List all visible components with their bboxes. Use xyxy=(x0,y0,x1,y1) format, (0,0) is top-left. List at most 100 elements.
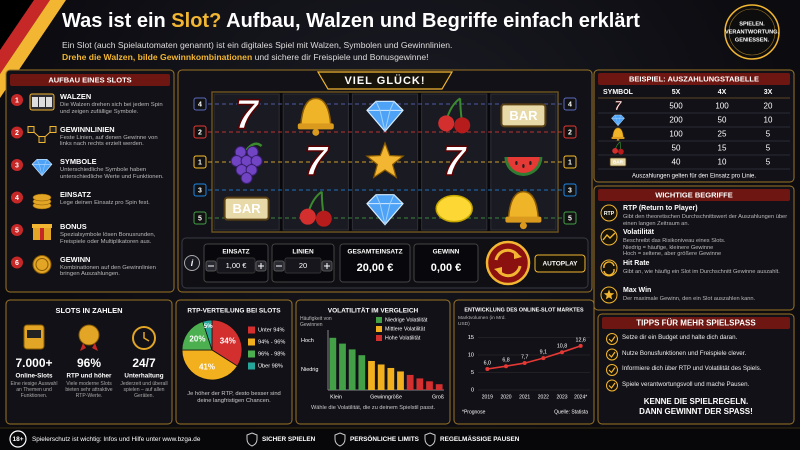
cherry xyxy=(315,210,332,227)
diamond-shape xyxy=(31,158,53,177)
section-title: SLOTS IN ZAHLEN xyxy=(55,306,122,315)
seven-symbol: 7 xyxy=(304,137,329,184)
machine-banner-text: VIEL GLÜCK! xyxy=(344,74,425,87)
control-box xyxy=(413,243,479,283)
stat-icon xyxy=(143,332,150,342)
tip-icon xyxy=(606,348,618,361)
tip-check xyxy=(608,351,616,358)
y-axis-label: Marktvolumen (in Mrd. USD) xyxy=(458,316,506,327)
bar xyxy=(339,343,346,390)
legend-label: Über 98% xyxy=(258,362,283,369)
tip-icon xyxy=(606,333,618,345)
icon xyxy=(32,97,38,107)
step-title: WALZEN xyxy=(60,92,92,101)
x-axis-label: Gewinngröße xyxy=(370,394,402,400)
term-text-line: Hoch = seltene, aber größere Gewinne xyxy=(623,251,722,258)
symbol xyxy=(611,127,625,142)
step-number-badge xyxy=(11,191,23,204)
icon xyxy=(39,97,45,107)
star-shape xyxy=(365,141,405,179)
panel xyxy=(5,299,173,425)
icon xyxy=(32,224,52,228)
intro-line: Drehe die Walzen, bilde Gewinnkombinatio… xyxy=(62,52,622,63)
diamond-facet xyxy=(614,114,622,126)
diamond-facet xyxy=(375,101,395,132)
table-cell: 20 xyxy=(764,102,773,111)
step-number-badge xyxy=(11,159,23,171)
term-text-line: Gibt an, wie häufig ein Slot im Durchsch… xyxy=(623,269,780,275)
x-tick-label: 2020 xyxy=(500,394,511,400)
x-tick-label: 2021 xyxy=(519,394,530,400)
info-icon: i xyxy=(191,258,194,268)
icon xyxy=(35,258,49,271)
step-number-badge xyxy=(11,256,23,269)
slice-label: 20% xyxy=(189,335,205,344)
page-title: Was ist ein Slot? Aufbau, Walzen und Beg… xyxy=(62,10,640,32)
age-text: 18+ xyxy=(12,436,23,443)
payline-number: 2 xyxy=(198,129,202,136)
term-text-line: Gibt den theoretischen Durchschnittswert… xyxy=(623,214,788,227)
term-icon-glyph xyxy=(603,289,615,300)
autoplay-button[interactable] xyxy=(534,254,586,273)
step-text: Kombinationen auf den Gewinnlinien bring… xyxy=(60,264,156,278)
table-header: 4X xyxy=(718,89,727,96)
badge-text: GENIESSEN. xyxy=(735,37,770,43)
stat-label: RTP und höher xyxy=(66,373,112,380)
symbol: 7 xyxy=(442,136,469,185)
slice-label: 5% xyxy=(204,324,213,330)
stat-icon xyxy=(132,326,156,350)
payline-number: 5 xyxy=(198,215,202,222)
tip-check xyxy=(608,382,616,389)
melon-seed xyxy=(522,164,525,168)
section-banner xyxy=(598,73,790,85)
x-end-label: Groß xyxy=(432,394,445,400)
step-number-badge xyxy=(11,224,23,236)
spin-button[interactable] xyxy=(485,240,531,286)
legend-swatch xyxy=(376,317,382,323)
symbol xyxy=(435,194,473,223)
melon-seed xyxy=(529,161,532,165)
value-label: 7,7 xyxy=(521,354,528,360)
seven-symbol: 7 xyxy=(235,90,260,137)
line-point xyxy=(578,343,583,348)
table-cell: 5 xyxy=(766,144,771,153)
symbol xyxy=(366,100,404,133)
step-text: Lege deinen Einsatz pro Spin fest. xyxy=(60,199,150,206)
badge-text: VERANTWORTUNG. xyxy=(725,29,780,35)
step-number: 2 xyxy=(15,130,19,137)
info-button xyxy=(184,255,200,271)
control-value-box xyxy=(216,257,256,274)
bar xyxy=(348,349,356,390)
line-point xyxy=(522,361,527,366)
legend-swatch xyxy=(248,326,255,334)
bell-clapper xyxy=(312,128,320,136)
term-text: Der maximale Gewinn, den ein Slot auszah… xyxy=(623,296,791,303)
table-cell: 25 xyxy=(718,130,727,139)
table-cell: 100 xyxy=(715,102,729,111)
footer-item: SICHER SPIELEN xyxy=(262,436,316,443)
symbol xyxy=(365,141,405,179)
step-title: GEWINNLINIEN xyxy=(60,124,115,134)
legend-swatch xyxy=(248,362,255,370)
term-icon-glyph xyxy=(602,232,616,241)
control-value: 1,00 € xyxy=(226,261,248,270)
footer-icon xyxy=(334,432,346,447)
term-text-line: Niedrig = häufige, kleinere Gewinne xyxy=(623,244,714,251)
x-tick-label: 2024* xyxy=(574,394,587,400)
section-banner xyxy=(598,189,790,201)
chart-caption: Je höher der RTP, desto besser sind dein… xyxy=(187,391,281,404)
lemon xyxy=(435,194,473,223)
payline-marker xyxy=(193,97,207,111)
symbol: BAR xyxy=(609,157,627,167)
step-number-badge xyxy=(11,126,23,139)
step-text: Die Walzen drehen sich bei jedem Spin un… xyxy=(60,102,163,115)
control-label: GEWINN xyxy=(433,249,460,256)
payline-marker xyxy=(193,155,207,169)
legend-label: Mittlere Volatilität xyxy=(385,326,426,332)
chart-title: VOLATILITÄT IM VERGLEICH xyxy=(328,307,419,315)
diamond-facet xyxy=(375,194,395,225)
cherry xyxy=(438,115,455,132)
section-title: BEISPIEL: AUSZAHLUNGSTABELLE xyxy=(629,74,759,83)
value-label: 12,6 xyxy=(576,337,586,343)
payline-number: 1 xyxy=(198,159,202,166)
